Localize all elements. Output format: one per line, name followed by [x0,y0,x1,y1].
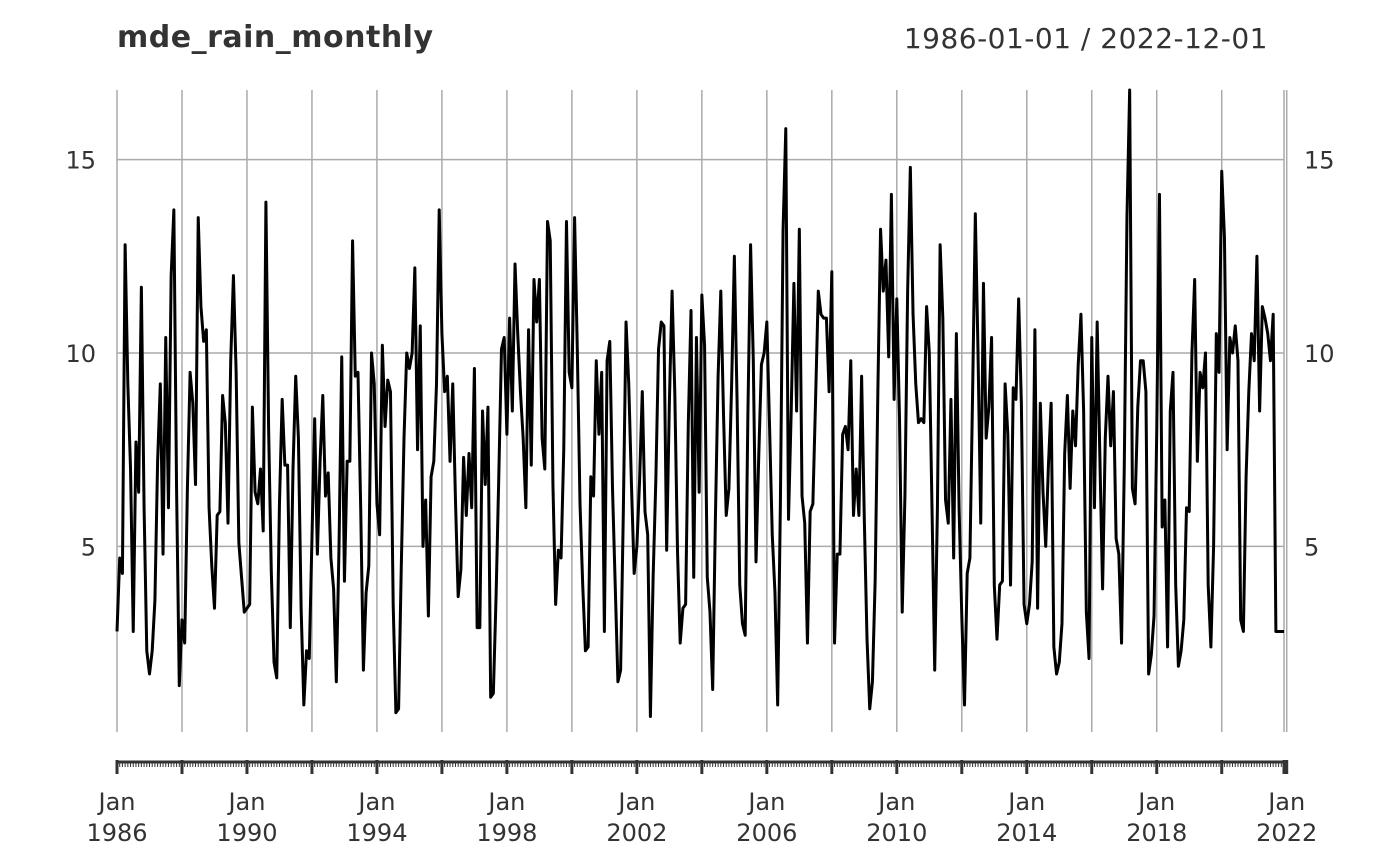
x-tick-label-month: Jan [226,788,265,816]
x-tick-label-year: 2018 [1126,819,1187,847]
y-axis-labels: 5 5 10 10 15 15 [65,147,1334,562]
series-layer [115,88,1284,719]
x-tick-label-year: 1994 [346,819,407,847]
y-tick-label-right: 10 [1304,340,1335,368]
y-tick-label-right: 15 [1304,147,1335,175]
chart-title: mde_rain_monthly [117,20,434,55]
rainfall-series-line [115,88,1284,719]
x-tick-label-year: 1990 [216,819,277,847]
x-tick-label-year: 2014 [996,819,1057,847]
x-tick-label-month: Jan [356,788,395,816]
x-tick-label-month: Jan [486,788,525,816]
x-tick-label-year: 2002 [606,819,667,847]
x-tick-label-year: 2022 [1256,819,1317,847]
y-tick-label-left: 10 [65,340,96,368]
x-tick-label-year: 1986 [86,819,147,847]
x-axis: Jan 1986 Jan 1990 Jan 1994 Jan 1998 Jan 2002 Jan 20… [86,760,1317,847]
x-tick-label-month: Jan [876,788,915,816]
x-tick-label-month: Jan [1136,788,1175,816]
x-tick-label-month: Jan [616,788,655,816]
x-tick-label-month: Jan [746,788,785,816]
y-tick-label-left: 15 [65,147,96,175]
x-tick-label-month: Jan [1266,788,1305,816]
y-tick-label-left: 5 [81,533,96,561]
x-tick-label-year: 2010 [866,819,927,847]
x-tick-label-month: Jan [1006,788,1045,816]
x-tick-label-year: 1998 [476,819,537,847]
y-tick-label-right: 5 [1304,533,1319,561]
date-range-label: 1986-01-01 / 2022-12-01 [903,22,1268,55]
x-tick-label-year: 2006 [736,819,797,847]
x-tick-label-month: Jan [97,788,136,816]
